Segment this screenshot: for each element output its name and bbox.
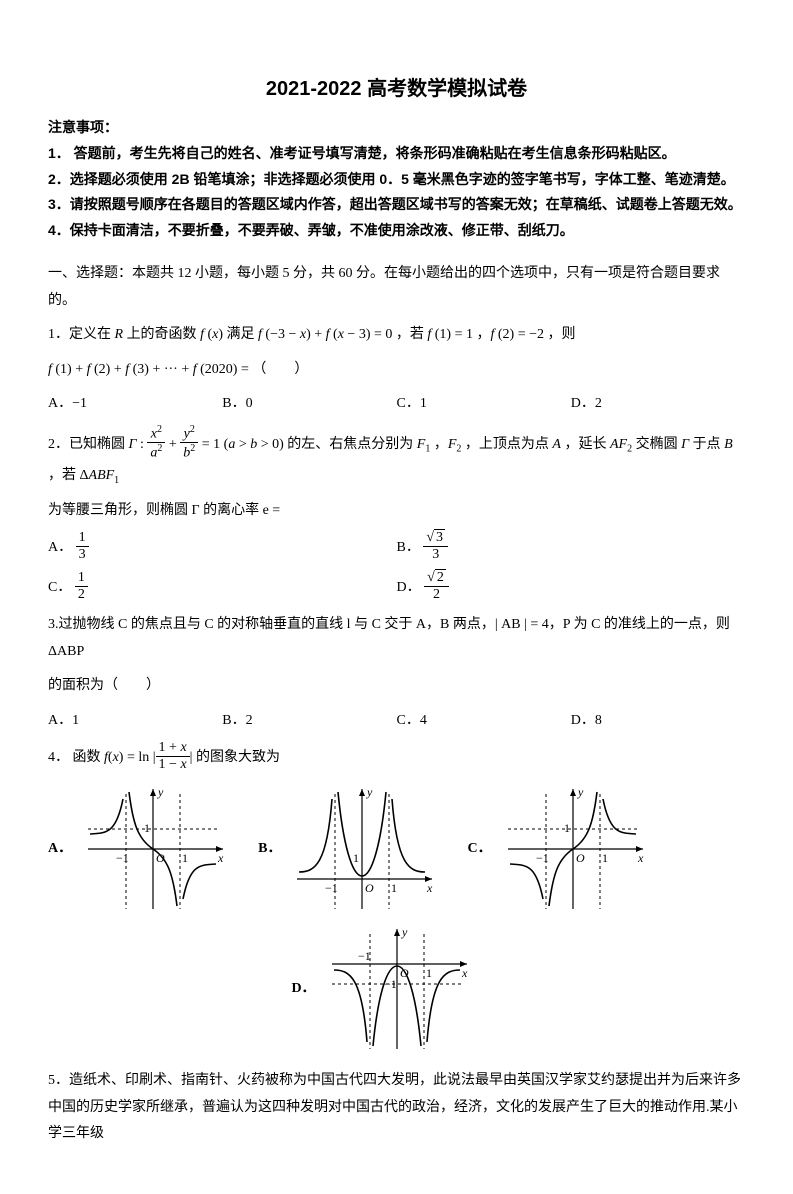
q2-c-num: 1 xyxy=(75,570,88,585)
svg-text:x: x xyxy=(426,881,433,895)
q3-opt-c: C．4 xyxy=(397,708,571,735)
notice-1: 1． 答题前，考生先将自己的姓名、准考证号填写清楚，将条形码准确粘贴在考生信息条… xyxy=(48,142,745,166)
q1-text-b: 上的奇函数 xyxy=(127,327,201,342)
q2-options-1: A． 13 B． 33 xyxy=(48,532,745,564)
q3-opt-b: B．2 xyxy=(222,708,396,735)
q4-graphs-row-1: A． −1 1 1 O x y xyxy=(48,784,745,914)
svg-text:1: 1 xyxy=(353,851,359,865)
q1-opt-b: B．0 xyxy=(222,391,396,418)
q2-a-den: 3 xyxy=(76,546,89,562)
q4-graph-a: A． −1 1 1 O x y xyxy=(48,784,228,914)
svg-text:x: x xyxy=(461,966,468,980)
q4-label-a: A． xyxy=(48,836,72,863)
svg-text:y: y xyxy=(366,785,373,799)
q1-opt-a: A．−1 xyxy=(48,391,222,418)
q1-opt-d: D．2 xyxy=(571,391,745,418)
q4-text-a: 4． 函数 xyxy=(48,750,104,765)
notice-3: 3．请按照题号顺序在各题目的答题区域内作答，超出答题区域书写的答案无效；在草稿纸… xyxy=(48,193,745,217)
svg-text:x: x xyxy=(217,851,224,865)
notice-4: 4．保持卡面清洁，不要折叠，不要弄破、弄皱，不准使用涂改液、修正带、刮纸刀。 xyxy=(48,219,745,243)
q2-text-g: 于点 xyxy=(693,437,725,452)
q4-graph-b: B． −1 1 1 O x y xyxy=(258,784,437,914)
q2-text-h: ，若 xyxy=(48,468,80,483)
svg-text:1: 1 xyxy=(144,821,150,835)
question-2: 2．已知椭圆 Γ : x2a2 + y2b2 = 1 (a > b > 0) 的… xyxy=(48,426,745,490)
q3-opt-a: A．1 xyxy=(48,708,222,735)
svg-text:−1: −1 xyxy=(384,977,397,991)
svg-text:1: 1 xyxy=(426,966,432,980)
svg-text:−1: −1 xyxy=(116,851,129,865)
question-1: 1．定义在 R 上的奇函数 f (x) 满足 f (−3 − x) + f (x… xyxy=(48,322,745,349)
q2-d-den: 2 xyxy=(424,586,449,602)
svg-text:−1: −1 xyxy=(325,881,338,895)
q2-opt-b: B． 33 xyxy=(397,532,746,564)
question-5: 5．造纸术、印刷术、指南针、火药被称为中国古代四大发明，此说法最早由英国汉学家艾… xyxy=(48,1068,745,1148)
svg-text:−1: −1 xyxy=(536,851,549,865)
q1-opt-c: C．1 xyxy=(397,391,571,418)
q2-opt-d-label: D． xyxy=(397,580,421,595)
q2-b-den: 3 xyxy=(423,546,448,562)
q1-text-e: ， xyxy=(477,327,491,342)
svg-text:O: O xyxy=(400,966,409,980)
svg-text:x: x xyxy=(637,851,644,865)
svg-text:y: y xyxy=(401,925,408,939)
q4-label-c: C． xyxy=(467,836,491,863)
q4-label-d: D． xyxy=(291,976,315,1003)
q2-opt-c: C． 12 xyxy=(48,572,397,604)
svg-text:1: 1 xyxy=(602,851,608,865)
q2-opt-d: D． 22 xyxy=(397,572,746,604)
q1-text-c: 满足 xyxy=(227,327,259,342)
svg-text:1: 1 xyxy=(391,881,397,895)
q1-text-f: ，则 xyxy=(548,327,576,342)
q4-graph-d: D． −1 1 −1 O x y xyxy=(291,924,471,1054)
svg-text:y: y xyxy=(577,785,584,799)
notice-label: 注意事项： xyxy=(48,116,745,140)
svg-text:1: 1 xyxy=(564,821,570,835)
question-1-line2: f (1) + f (2) + f (3) + ··· + f (2020) =… xyxy=(48,357,745,384)
q1-text-d: ，若 xyxy=(396,327,428,342)
q2-c-den: 2 xyxy=(75,586,88,602)
question-2-line2: 为等腰三角形，则椭圆 Γ 的离心率 e = xyxy=(48,498,745,525)
q2-a-num: 1 xyxy=(76,530,89,545)
exam-page: 2021-2022 高考数学模拟试卷 注意事项： 1． 答题前，考生先将自己的姓… xyxy=(0,0,793,1194)
question-4: 4． 函数 f(x) = ln |1 + x1 − x| 的图象大致为 xyxy=(48,742,745,774)
q3-options: A．1 B．2 C．4 D．8 xyxy=(48,708,745,735)
q2-text-c: ， xyxy=(434,437,448,452)
q4-graph-c: C． −1 1 1 O x y xyxy=(467,784,647,914)
section-1-heading: 一、选择题：本题共 12 小题，每小题 5 分，共 60 分。在每小题给出的四个… xyxy=(48,261,745,314)
q2-opt-a: A． 13 xyxy=(48,532,397,564)
q4-graphs-row-2: D． −1 1 −1 O x y xyxy=(48,924,745,1054)
q1-options: A．−1 B．0 C．1 D．2 xyxy=(48,391,745,418)
graph-d-svg: −1 1 −1 O x y xyxy=(322,924,472,1054)
svg-text:y: y xyxy=(157,785,164,799)
page-title: 2021-2022 高考数学模拟试卷 xyxy=(48,70,745,108)
notice-2: 2．选择题必须使用 2B 铅笔填涂；非选择题必须使用 0．5 毫米黑色字迹的签字… xyxy=(48,168,745,192)
q2-opt-c-label: C． xyxy=(48,580,71,595)
q2-text-a: 2．已知椭圆 xyxy=(48,437,129,452)
q3-opt-d: D．8 xyxy=(571,708,745,735)
graph-a-svg: −1 1 1 O x y xyxy=(78,784,228,914)
question-3-line2: 的面积为（ ） xyxy=(48,673,745,700)
svg-text:1: 1 xyxy=(182,851,188,865)
q4-label-b: B． xyxy=(258,836,281,863)
q2-text-f: 交椭圆 xyxy=(636,437,682,452)
svg-text:O: O xyxy=(576,851,585,865)
q1-blank: （ ） xyxy=(252,362,308,377)
q2-text-d: ，上顶点为点 xyxy=(465,437,553,452)
question-3: 3.过抛物线 C 的焦点且与 C 的对称轴垂直的直线 l 与 C 交于 A，B … xyxy=(48,612,745,665)
q2-options-2: C． 12 D． 22 xyxy=(48,572,745,604)
svg-text:O: O xyxy=(156,851,165,865)
q2-b-num: 3 xyxy=(434,529,445,545)
q1-text-a: 1．定义在 xyxy=(48,327,115,342)
q2-d-num: 2 xyxy=(435,569,446,585)
q2-opt-a-label: A． xyxy=(48,541,72,556)
graph-c-svg: −1 1 1 O x y xyxy=(498,784,648,914)
svg-text:−1: −1 xyxy=(358,949,371,963)
q2-text-b: 的左、右焦点分别为 xyxy=(287,437,417,452)
q2-text-e: ，延长 xyxy=(564,437,610,452)
svg-text:O: O xyxy=(365,881,374,895)
q4-text-b: 的图象大致为 xyxy=(196,750,280,765)
q2-opt-b-label: B． xyxy=(397,541,420,556)
graph-b-svg: −1 1 1 O x y xyxy=(287,784,437,914)
